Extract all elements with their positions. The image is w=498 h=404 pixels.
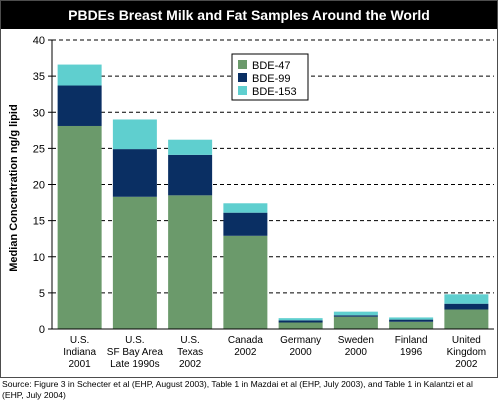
- bar-bde-153: [112, 119, 157, 150]
- x-tick-label: U.S.: [70, 335, 89, 346]
- x-tick-label: 2000: [290, 347, 313, 358]
- bar-bde-99: [112, 149, 157, 197]
- bar-bde-153: [57, 64, 102, 86]
- x-tick-label: Late 1990s: [110, 359, 160, 370]
- x-tick-label: 2002: [455, 359, 478, 370]
- x-tick-label: 2000: [345, 347, 368, 358]
- bar-bde-153: [278, 318, 323, 321]
- x-tick-label: Indiana: [63, 347, 96, 358]
- bar-bde-99: [223, 212, 268, 236]
- legend-label: BDE-99: [252, 73, 291, 85]
- y-tick-label: 5: [39, 288, 45, 300]
- bar-bde-99: [168, 154, 213, 196]
- bar-bde-99: [57, 85, 102, 126]
- y-tick-label: 10: [33, 252, 45, 264]
- x-tick-label: Germany: [280, 335, 321, 346]
- x-tick-label: U.S.: [125, 335, 144, 346]
- y-tick-label: 25: [33, 143, 45, 155]
- x-tick-label: Finland: [395, 335, 428, 346]
- legend-swatch: [238, 73, 247, 82]
- x-tick-label: Canada: [228, 335, 263, 346]
- bar-bde-47: [112, 196, 157, 329]
- y-tick-label: 0: [39, 324, 45, 336]
- bar-bde-153: [333, 311, 378, 316]
- legend-swatch: [238, 60, 247, 69]
- bar-bde-47: [333, 316, 378, 329]
- bar-bde-47: [168, 195, 213, 329]
- bar-bde-47: [57, 125, 102, 329]
- y-tick-label: 35: [33, 71, 45, 83]
- x-tick-label: Sweden: [338, 335, 374, 346]
- chart-title: PBDEs Breast Milk and Fat Samples Around…: [1, 1, 497, 29]
- legend-label: BDE-153: [252, 86, 297, 98]
- bar-bde-153: [223, 203, 268, 213]
- x-tick-label: 1996: [400, 347, 423, 358]
- x-tick-label: 2002: [234, 347, 257, 358]
- bar-bde-153: [444, 294, 489, 304]
- y-tick-label: 15: [33, 216, 45, 228]
- bar-bde-153: [389, 317, 434, 320]
- bar-bde-99: [444, 303, 489, 310]
- x-tick-label: 2002: [179, 359, 202, 370]
- x-tick-label: U.S.: [180, 335, 199, 346]
- bar-bde-47: [444, 309, 489, 329]
- bar-bde-99: [278, 320, 323, 323]
- legend-label: BDE-47: [252, 60, 291, 72]
- x-tick-label: 2001: [69, 359, 92, 370]
- bar-bde-99: [389, 319, 434, 322]
- y-tick-label: 30: [33, 107, 45, 119]
- source-note: Source: Figure 3 in Schecter et al (EHP,…: [2, 379, 473, 400]
- legend-swatch: [238, 86, 247, 95]
- x-tick-label: United: [452, 335, 481, 346]
- bar-bde-153: [168, 139, 213, 155]
- bar-bde-47: [223, 235, 268, 329]
- x-tick-label: SF Bay Area: [107, 347, 164, 358]
- y-tick-label: 40: [33, 35, 45, 47]
- y-tick-label: 20: [33, 180, 45, 192]
- bar-bde-47: [278, 322, 323, 329]
- bar-bde-99: [333, 315, 378, 317]
- x-tick-label: Texas: [177, 347, 203, 358]
- x-tick-label: Kingdom: [447, 347, 486, 358]
- bar-bde-47: [389, 321, 434, 329]
